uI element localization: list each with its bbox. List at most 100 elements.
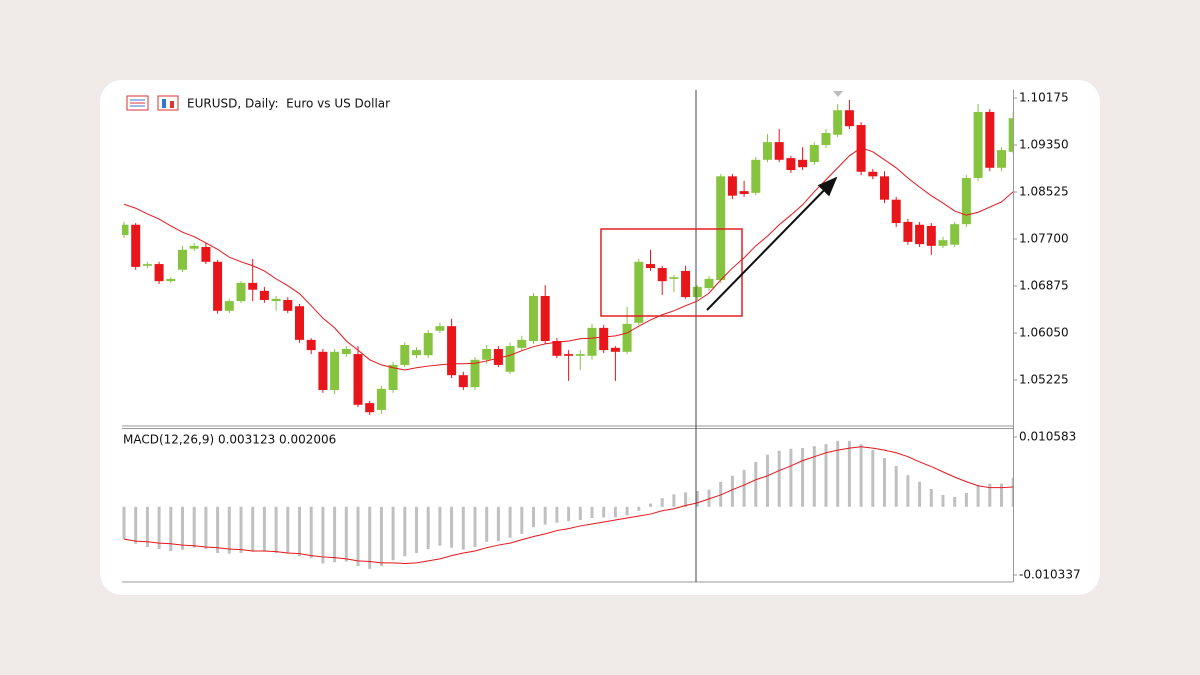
histogram-bar xyxy=(426,506,430,550)
histogram-bar xyxy=(578,506,582,521)
histogram-bar xyxy=(730,475,734,507)
histogram-bar xyxy=(988,483,992,507)
histogram-bar xyxy=(379,506,383,567)
histogram-bar xyxy=(836,440,840,507)
histogram-bar xyxy=(719,481,723,507)
histogram-bar xyxy=(403,506,407,557)
line xyxy=(123,147,1013,371)
histogram-bar xyxy=(590,506,594,519)
histogram-bar xyxy=(777,450,781,507)
histogram-bar xyxy=(461,506,465,550)
candle-body xyxy=(938,240,948,246)
histogram-bar xyxy=(695,490,699,507)
histogram-bar xyxy=(1000,483,1003,507)
candle-body xyxy=(821,133,831,145)
chart-title: EURUSD, Daily: Euro vs US Dollar xyxy=(187,97,390,111)
histogram-bar xyxy=(637,506,641,511)
candle-body xyxy=(622,323,632,352)
candle-body xyxy=(786,158,796,171)
candle-body xyxy=(564,354,574,356)
histogram-bar xyxy=(508,506,512,538)
histogram-bar xyxy=(415,506,418,553)
candle-body xyxy=(961,178,971,225)
candle-body xyxy=(122,224,129,236)
histogram-bar xyxy=(251,506,255,552)
candle-body xyxy=(248,282,258,290)
histogram-bar xyxy=(368,506,372,569)
candle-body xyxy=(1008,118,1013,152)
histogram-bar xyxy=(485,506,489,542)
histogram-bar xyxy=(134,506,138,544)
histogram-bar xyxy=(555,506,559,523)
histogram-bar xyxy=(239,506,243,553)
histogram-bar xyxy=(391,506,395,561)
highlight-box xyxy=(600,228,743,317)
histogram-bar xyxy=(625,506,629,516)
candle-body xyxy=(189,245,199,249)
candle-body xyxy=(915,224,925,245)
indicator-title: MACD(12,26,9) 0.003123 0.002006 xyxy=(123,433,336,447)
histogram-bar xyxy=(309,506,313,559)
histogram-bar xyxy=(707,489,711,507)
candle-body xyxy=(517,339,527,348)
histogram-bar xyxy=(613,506,617,518)
y-tick-label: 1.06875 xyxy=(1019,279,1069,293)
trend-arrow xyxy=(706,176,838,311)
histogram-bar xyxy=(520,506,524,534)
candle-body xyxy=(552,340,562,356)
macd-pane xyxy=(122,440,1013,569)
histogram-bar xyxy=(543,506,547,525)
candle-body xyxy=(833,110,843,135)
histogram-bar xyxy=(649,503,652,507)
candle-body xyxy=(903,221,913,242)
candle-body xyxy=(634,261,644,323)
histogram-bar xyxy=(145,506,149,548)
histogram-bar xyxy=(298,506,301,557)
candle-body xyxy=(540,295,550,341)
histogram-bar xyxy=(473,506,477,548)
candle-body xyxy=(681,270,691,298)
candle-body xyxy=(985,111,995,168)
histogram-bar xyxy=(356,506,360,567)
histogram-bar xyxy=(192,506,196,548)
candle-body xyxy=(131,224,141,267)
candle-body xyxy=(692,286,702,298)
histogram-bar xyxy=(684,492,688,507)
histogram-bar xyxy=(964,492,968,507)
candle-body xyxy=(727,176,737,196)
histogram-bar xyxy=(847,440,851,507)
histogram-bar xyxy=(812,446,816,507)
candle-body xyxy=(341,348,351,355)
price-pane xyxy=(122,99,1013,416)
candle-body xyxy=(599,327,609,351)
histogram-bar xyxy=(906,475,910,507)
candle-body xyxy=(809,144,819,163)
candle-body xyxy=(844,110,854,127)
histogram-bar xyxy=(754,461,758,507)
candle-body xyxy=(447,326,457,376)
title-icons xyxy=(126,95,179,111)
candle-body xyxy=(330,351,340,390)
candle-body xyxy=(610,347,620,352)
histogram-bar xyxy=(789,448,793,507)
y-tick-label: 1.06050 xyxy=(1019,326,1069,340)
histogram-bar xyxy=(438,506,442,546)
histogram-bar xyxy=(883,458,886,507)
candle-body xyxy=(412,350,421,356)
candle-body xyxy=(435,326,445,331)
y-tick-label: 1.09350 xyxy=(1019,137,1069,151)
histogram-bar xyxy=(286,506,290,554)
candle-body xyxy=(271,298,281,302)
y-tick-label: 1.08525 xyxy=(1019,184,1069,198)
candle-body xyxy=(353,354,363,405)
histogram-bar xyxy=(567,506,571,522)
y-tick-label: 1.05225 xyxy=(1019,373,1069,387)
candle-body xyxy=(458,375,468,388)
candle-body xyxy=(891,199,901,224)
candle-body xyxy=(306,339,316,351)
histogram-bar xyxy=(941,494,945,507)
candle-body xyxy=(295,306,304,340)
candle-body xyxy=(587,327,597,356)
